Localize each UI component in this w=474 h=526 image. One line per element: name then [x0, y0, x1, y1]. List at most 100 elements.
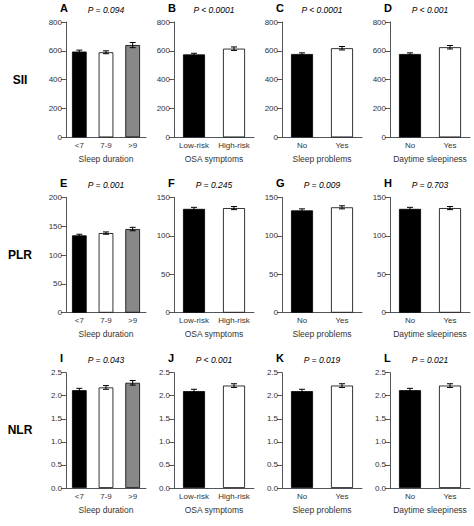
svg-text:1.5: 1.5 — [375, 414, 387, 423]
svg-text:0: 0 — [58, 133, 63, 142]
svg-text:0: 0 — [274, 308, 279, 317]
svg-text:Yes: Yes — [335, 492, 348, 501]
svg-text:0: 0 — [382, 308, 387, 317]
svg-text:600: 600 — [49, 46, 63, 55]
svg-text:C: C — [276, 2, 284, 14]
svg-text:400: 400 — [49, 75, 63, 84]
svg-text:P < 0.0001: P < 0.0001 — [301, 5, 342, 15]
svg-text:D: D — [384, 2, 392, 14]
svg-text:100: 100 — [49, 251, 63, 260]
svg-text:P = 0.245: P = 0.245 — [196, 180, 233, 190]
svg-text:0: 0 — [166, 308, 171, 317]
svg-text:Daytime sleepiness: Daytime sleepiness — [393, 505, 467, 515]
svg-text:B: B — [168, 2, 176, 14]
svg-text:2.0: 2.0 — [51, 391, 63, 400]
svg-text:P = 0.021: P = 0.021 — [412, 355, 449, 365]
svg-text:50: 50 — [161, 270, 170, 279]
svg-text:2.5: 2.5 — [267, 368, 279, 377]
svg-text:Daytime sleepiness: Daytime sleepiness — [393, 154, 467, 164]
svg-text:7-9: 7-9 — [100, 492, 112, 501]
svg-text:1.0: 1.0 — [159, 437, 171, 446]
svg-text:150: 150 — [157, 193, 171, 202]
svg-text:0.5: 0.5 — [267, 460, 279, 469]
svg-text:100: 100 — [265, 231, 279, 240]
svg-text:K: K — [276, 352, 284, 364]
svg-text:400: 400 — [373, 75, 387, 84]
svg-text:1.0: 1.0 — [51, 437, 63, 446]
svg-text:I: I — [60, 352, 63, 364]
svg-text:>9: >9 — [128, 492, 138, 501]
svg-text:L: L — [384, 352, 391, 364]
svg-text:<7: <7 — [75, 316, 85, 325]
svg-text:Low-risk: Low-risk — [179, 316, 210, 325]
svg-text:P < 0.001: P < 0.001 — [196, 355, 233, 365]
svg-text:No: No — [297, 141, 308, 150]
svg-text:Yes: Yes — [443, 141, 456, 150]
svg-text:0.0: 0.0 — [375, 484, 387, 493]
svg-text:0.5: 0.5 — [159, 460, 171, 469]
svg-text:Yes: Yes — [335, 316, 348, 325]
svg-text:800: 800 — [49, 18, 63, 27]
svg-text:1.5: 1.5 — [159, 414, 171, 423]
svg-text:50: 50 — [53, 279, 62, 288]
svg-text:Sleep duration: Sleep duration — [79, 154, 134, 164]
svg-text:High-risk: High-risk — [218, 316, 251, 325]
svg-text:200: 200 — [49, 104, 63, 113]
svg-text:P = 0.001: P = 0.001 — [88, 180, 125, 190]
svg-text:0.0: 0.0 — [267, 484, 279, 493]
svg-text:0.0: 0.0 — [159, 484, 171, 493]
svg-text:No: No — [405, 316, 416, 325]
svg-text:400: 400 — [265, 75, 279, 84]
svg-text:P = 0.043: P = 0.043 — [88, 355, 125, 365]
svg-text:1.0: 1.0 — [267, 437, 279, 446]
svg-text:H: H — [384, 177, 392, 189]
svg-text:No: No — [297, 316, 308, 325]
svg-text:200: 200 — [157, 104, 171, 113]
svg-text:800: 800 — [373, 18, 387, 27]
svg-text:Yes: Yes — [335, 141, 348, 150]
svg-text:150: 150 — [373, 193, 387, 202]
svg-text:2.0: 2.0 — [267, 391, 279, 400]
svg-text:1.5: 1.5 — [51, 414, 63, 423]
svg-text:100: 100 — [373, 231, 387, 240]
svg-text:Sleep problems: Sleep problems — [292, 505, 351, 515]
svg-text:No: No — [405, 492, 416, 501]
svg-text:Sleep problems: Sleep problems — [292, 329, 351, 339]
svg-text:Sleep duration: Sleep duration — [79, 505, 134, 515]
svg-text:200: 200 — [49, 193, 63, 202]
svg-text:Low-risk: Low-risk — [179, 141, 210, 150]
svg-text:PLR: PLR — [8, 248, 32, 262]
svg-text:SII: SII — [13, 73, 28, 87]
svg-text:<7: <7 — [75, 141, 85, 150]
svg-text:OSA symptoms: OSA symptoms — [185, 154, 244, 164]
svg-text:200: 200 — [373, 104, 387, 113]
svg-text:<7: <7 — [75, 492, 85, 501]
svg-text:7-9: 7-9 — [100, 316, 112, 325]
svg-text:No: No — [297, 492, 308, 501]
svg-text:J: J — [168, 352, 174, 364]
svg-text:>9: >9 — [128, 141, 138, 150]
svg-text:P < 0.0001: P < 0.0001 — [193, 5, 234, 15]
svg-text:G: G — [276, 177, 285, 189]
svg-text:Sleep problems: Sleep problems — [292, 154, 351, 164]
svg-text:0: 0 — [274, 133, 279, 142]
svg-text:800: 800 — [157, 18, 171, 27]
svg-text:NLR: NLR — [8, 423, 33, 437]
svg-text:150: 150 — [49, 222, 63, 231]
svg-text:0.5: 0.5 — [375, 460, 387, 469]
svg-text:No: No — [405, 141, 416, 150]
svg-text:1.5: 1.5 — [267, 414, 279, 423]
svg-text:1.0: 1.0 — [375, 437, 387, 446]
svg-text:OSA symptoms: OSA symptoms — [185, 329, 244, 339]
svg-text:High-risk: High-risk — [218, 141, 251, 150]
svg-text:600: 600 — [373, 46, 387, 55]
svg-text:0.5: 0.5 — [51, 460, 63, 469]
svg-text:>9: >9 — [128, 316, 138, 325]
svg-text:2.0: 2.0 — [159, 391, 171, 400]
svg-text:High-risk: High-risk — [218, 492, 251, 501]
svg-text:F: F — [168, 177, 175, 189]
svg-text:0: 0 — [166, 133, 171, 142]
svg-text:OSA symptoms: OSA symptoms — [185, 505, 244, 515]
svg-text:2.0: 2.0 — [375, 391, 387, 400]
svg-text:150: 150 — [265, 193, 279, 202]
